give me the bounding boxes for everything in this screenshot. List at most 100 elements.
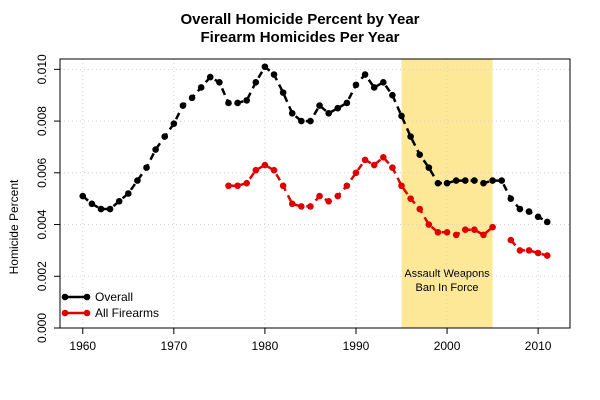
- data-point-overall: [443, 179, 451, 187]
- plot-frame: [59, 58, 571, 329]
- annotation-text-line1: Assault Weapons: [404, 268, 490, 280]
- data-point-all-firearms: [288, 200, 296, 208]
- data-point-all-firearms: [234, 182, 241, 190]
- data-point-all-firearms: [380, 153, 387, 161]
- grid-layer: [60, 59, 570, 329]
- data-point-all-firearms: [416, 205, 424, 213]
- data-point-all-firearms: [279, 182, 287, 190]
- data-point-all-firearms: [443, 228, 451, 236]
- data-point-all-firearms: [471, 226, 478, 234]
- data-point-overall: [452, 177, 460, 184]
- data-point-all-firearms: [434, 228, 442, 236]
- data-point-overall: [352, 81, 360, 89]
- data-point-overall: [471, 177, 478, 184]
- x-tick-label: 2010: [525, 339, 552, 353]
- data-point-all-firearms: [389, 164, 396, 171]
- data-point-overall: [225, 99, 232, 107]
- data-point-all-firearms: [243, 179, 250, 187]
- legend-label-all-firearms: All Firearms: [95, 306, 159, 320]
- legend: Overall All Firearms: [61, 290, 159, 320]
- data-point-overall: [143, 164, 150, 171]
- data-point-overall: [380, 78, 387, 86]
- data-point-overall: [361, 71, 369, 78]
- data-point-overall: [507, 195, 515, 202]
- data-point-all-firearms: [398, 182, 405, 190]
- data-point-overall: [489, 177, 496, 184]
- data-point-overall: [516, 205, 524, 213]
- data-point-overall: [106, 205, 114, 213]
- series-line-overall: [81, 64, 548, 224]
- data-point-overall: [461, 177, 469, 184]
- legend-marker-overall: [61, 293, 69, 301]
- series-overall: [79, 63, 551, 226]
- legend-marker-overall: [83, 293, 91, 301]
- data-point-overall: [343, 99, 351, 107]
- data-point-overall: [252, 78, 260, 86]
- data-point-overall: [216, 78, 223, 86]
- data-point-overall: [261, 63, 269, 71]
- data-point-all-firearms: [543, 252, 551, 259]
- data-point-overall: [398, 112, 405, 120]
- data-point-all-firearms: [525, 247, 533, 254]
- axis-layer: 1960 1970 1980 1990 2000 2010 0.000 0.002 0.004 0…: [35, 54, 552, 353]
- data-point-all-firearms: [298, 203, 305, 210]
- data-point-overall: [543, 218, 551, 226]
- data-point-overall: [88, 200, 96, 208]
- data-point-overall: [307, 117, 314, 125]
- data-point-all-firearms: [307, 203, 314, 210]
- data-point-overall: [480, 179, 487, 187]
- data-point-overall: [389, 91, 396, 99]
- data-point-all-firearms: [534, 249, 542, 257]
- data-point-overall: [298, 117, 305, 125]
- data-point-all-firearms: [489, 223, 496, 231]
- data-point-all-firearms: [334, 192, 342, 200]
- data-point-overall: [79, 192, 87, 200]
- chart-subtitle: Firearm Homicides Per Year: [200, 29, 400, 46]
- data-point-overall: [407, 133, 414, 140]
- y-axis-label: Homicide Percent: [7, 179, 21, 275]
- data-point-overall: [179, 102, 187, 109]
- legend-marker-all-firearms: [83, 309, 91, 317]
- data-point-overall: [498, 177, 505, 184]
- data-point-overall: [161, 133, 169, 140]
- data-point-all-firearms: [316, 192, 323, 200]
- y-tick-label: 0.008: [35, 106, 49, 136]
- y-tick-label: 0.010: [35, 54, 49, 84]
- series-all-firearms: [225, 153, 551, 259]
- data-point-all-firearms: [461, 226, 469, 234]
- y-tick-label: 0.004: [35, 209, 49, 239]
- data-point-overall: [334, 104, 342, 112]
- data-point-overall: [243, 97, 250, 104]
- y-tick-label: 0.000: [35, 313, 49, 343]
- data-point-overall: [125, 190, 132, 197]
- data-point-all-firearms: [370, 161, 378, 169]
- data-point-overall: [288, 110, 296, 117]
- data-point-overall: [97, 205, 105, 213]
- data-point-overall: [188, 94, 196, 102]
- data-point-overall: [270, 71, 278, 78]
- data-point-all-firearms: [361, 156, 369, 164]
- x-tick-label: 1970: [160, 339, 187, 353]
- data-point-all-firearms: [425, 221, 433, 228]
- data-point-all-firearms: [343, 182, 351, 190]
- data-point-all-firearms: [225, 182, 232, 190]
- data-point-all-firearms: [507, 236, 515, 244]
- x-tick-label: 1980: [252, 339, 279, 353]
- data-point-overall: [170, 120, 178, 127]
- legend-marker-all-firearms: [61, 309, 69, 317]
- series-layer: [79, 63, 551, 259]
- data-point-all-firearms: [352, 169, 360, 177]
- data-point-overall: [234, 99, 241, 107]
- data-point-overall: [134, 177, 141, 184]
- data-point-all-firearms: [407, 195, 414, 202]
- data-point-overall: [434, 179, 442, 187]
- data-point-overall: [197, 84, 205, 91]
- data-point-overall: [416, 151, 424, 159]
- data-point-overall: [316, 102, 323, 109]
- data-point-overall: [325, 110, 332, 117]
- data-point-all-firearms: [516, 247, 524, 254]
- x-tick-label: 2000: [434, 339, 461, 353]
- data-point-overall: [206, 73, 214, 81]
- data-point-overall: [534, 213, 542, 221]
